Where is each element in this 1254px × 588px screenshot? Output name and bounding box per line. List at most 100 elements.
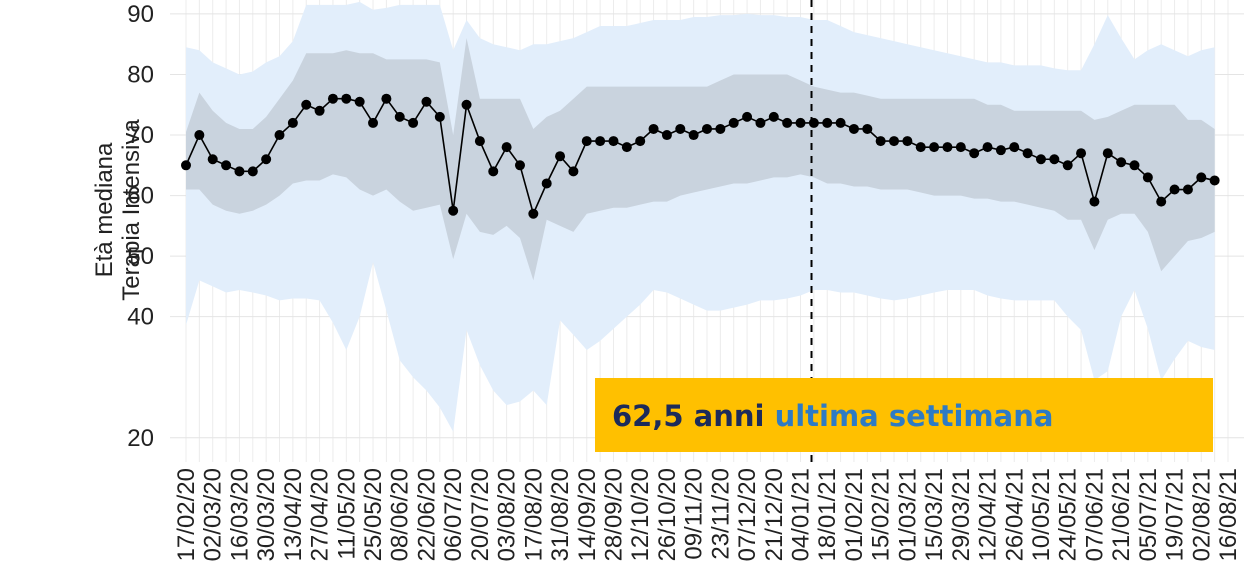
data-point (555, 151, 566, 162)
data-point (648, 123, 659, 134)
data-point (661, 130, 672, 141)
band (186, 38, 1215, 281)
y-tick-label: 70 (127, 122, 154, 149)
data-point (1182, 184, 1193, 195)
data-point (381, 93, 392, 104)
data-point (541, 178, 552, 189)
data-point (621, 142, 632, 153)
data-point (755, 117, 766, 128)
data-point (982, 142, 993, 153)
data-point (835, 117, 846, 128)
y-tick-label: 90 (127, 1, 154, 28)
data-point (969, 148, 980, 159)
data-point (488, 166, 499, 177)
x-tick-label: 30/03/20 (253, 468, 280, 561)
data-point (875, 136, 886, 147)
data-point (421, 96, 432, 107)
data-point (862, 123, 873, 134)
x-tick-label: 20/07/20 (467, 468, 494, 561)
data-point (822, 117, 833, 128)
data-point (194, 130, 205, 141)
x-tick-label: 16/08/21 (1215, 468, 1242, 561)
x-tick-label: 27/04/20 (307, 468, 334, 561)
data-point (234, 166, 245, 177)
data-point (608, 136, 619, 147)
data-point (354, 96, 365, 107)
x-tick-label: 01/02/21 (841, 468, 868, 561)
data-point (848, 123, 859, 134)
x-tick-label: 16/03/20 (226, 468, 253, 561)
x-tick-label: 10/05/21 (1028, 468, 1055, 561)
data-point (581, 136, 592, 147)
data-point (274, 130, 285, 141)
y-axis-label: Terapia Intensiva (118, 119, 145, 301)
y-tick-label: 60 (127, 183, 154, 210)
data-point (261, 154, 272, 165)
data-point (595, 136, 606, 147)
data-point (341, 93, 352, 104)
data-point (728, 117, 739, 128)
x-tick-label: 22/06/20 (413, 468, 440, 561)
data-point (715, 123, 726, 134)
x-tick-label: 17/02/20 (173, 468, 200, 561)
data-point (1196, 172, 1207, 183)
data-point (782, 117, 793, 128)
data-point (1062, 160, 1073, 171)
data-point (1209, 175, 1220, 186)
x-tick-label: 31/08/20 (547, 468, 574, 561)
data-point (568, 166, 579, 177)
data-point (287, 117, 298, 128)
data-point (434, 111, 445, 122)
data-point (514, 160, 525, 171)
data-point (501, 142, 512, 153)
annotation-text: ultima settimana (775, 399, 1054, 433)
data-point (1049, 154, 1060, 165)
data-point (795, 117, 806, 128)
x-tick-label: 23/11/20 (707, 468, 734, 560)
data-point (1129, 160, 1140, 171)
x-tick-label: 06/07/20 (440, 468, 467, 561)
data-point (1116, 157, 1127, 168)
data-point (474, 136, 485, 147)
x-tick-label: 04/01/21 (788, 468, 815, 561)
x-tick-label: 21/06/21 (1108, 468, 1135, 561)
x-tick-label: 25/05/20 (360, 468, 387, 561)
data-point (1142, 172, 1153, 183)
data-point (461, 99, 472, 110)
y-tick-label: 80 (127, 61, 154, 88)
x-tick-label: 21/12/20 (761, 468, 788, 561)
data-point (207, 154, 218, 165)
x-tick-label: 15/02/21 (868, 468, 895, 561)
x-tick-label: 28/09/20 (600, 468, 627, 561)
data-point (1009, 142, 1020, 153)
x-tick-label: 09/11/20 (681, 468, 708, 560)
annotation-highlight: 62,5 anni (612, 399, 764, 433)
data-point (955, 142, 966, 153)
x-tick-label: 26/10/20 (654, 468, 681, 561)
data-point (702, 123, 712, 134)
data-point (181, 160, 191, 171)
data-point (448, 205, 459, 216)
x-tick-label: 29/03/21 (948, 468, 975, 561)
x-tick-label: 12/04/21 (975, 468, 1002, 561)
y-tick-label: 20 (127, 425, 154, 452)
data-point (768, 111, 779, 122)
x-tick-label: 08/06/20 (387, 468, 414, 561)
x-tick-label: 02/08/21 (1188, 468, 1215, 561)
y-axis-label: Età mediana (91, 142, 118, 277)
data-point (1156, 196, 1167, 207)
data-point (942, 142, 953, 153)
x-tick-label: 19/07/21 (1162, 468, 1189, 561)
data-point (301, 99, 312, 110)
data-point (221, 160, 232, 171)
data-point (995, 145, 1006, 156)
data-point (929, 142, 940, 153)
data-point (1169, 184, 1180, 195)
x-tick-label: 15/03/21 (921, 468, 948, 561)
x-tick-label: 17/08/20 (520, 468, 547, 561)
x-tick-label: 11/05/20 (333, 468, 360, 560)
x-tick-label: 14/09/20 (574, 468, 601, 561)
data-point (247, 166, 258, 177)
data-point (742, 111, 753, 122)
